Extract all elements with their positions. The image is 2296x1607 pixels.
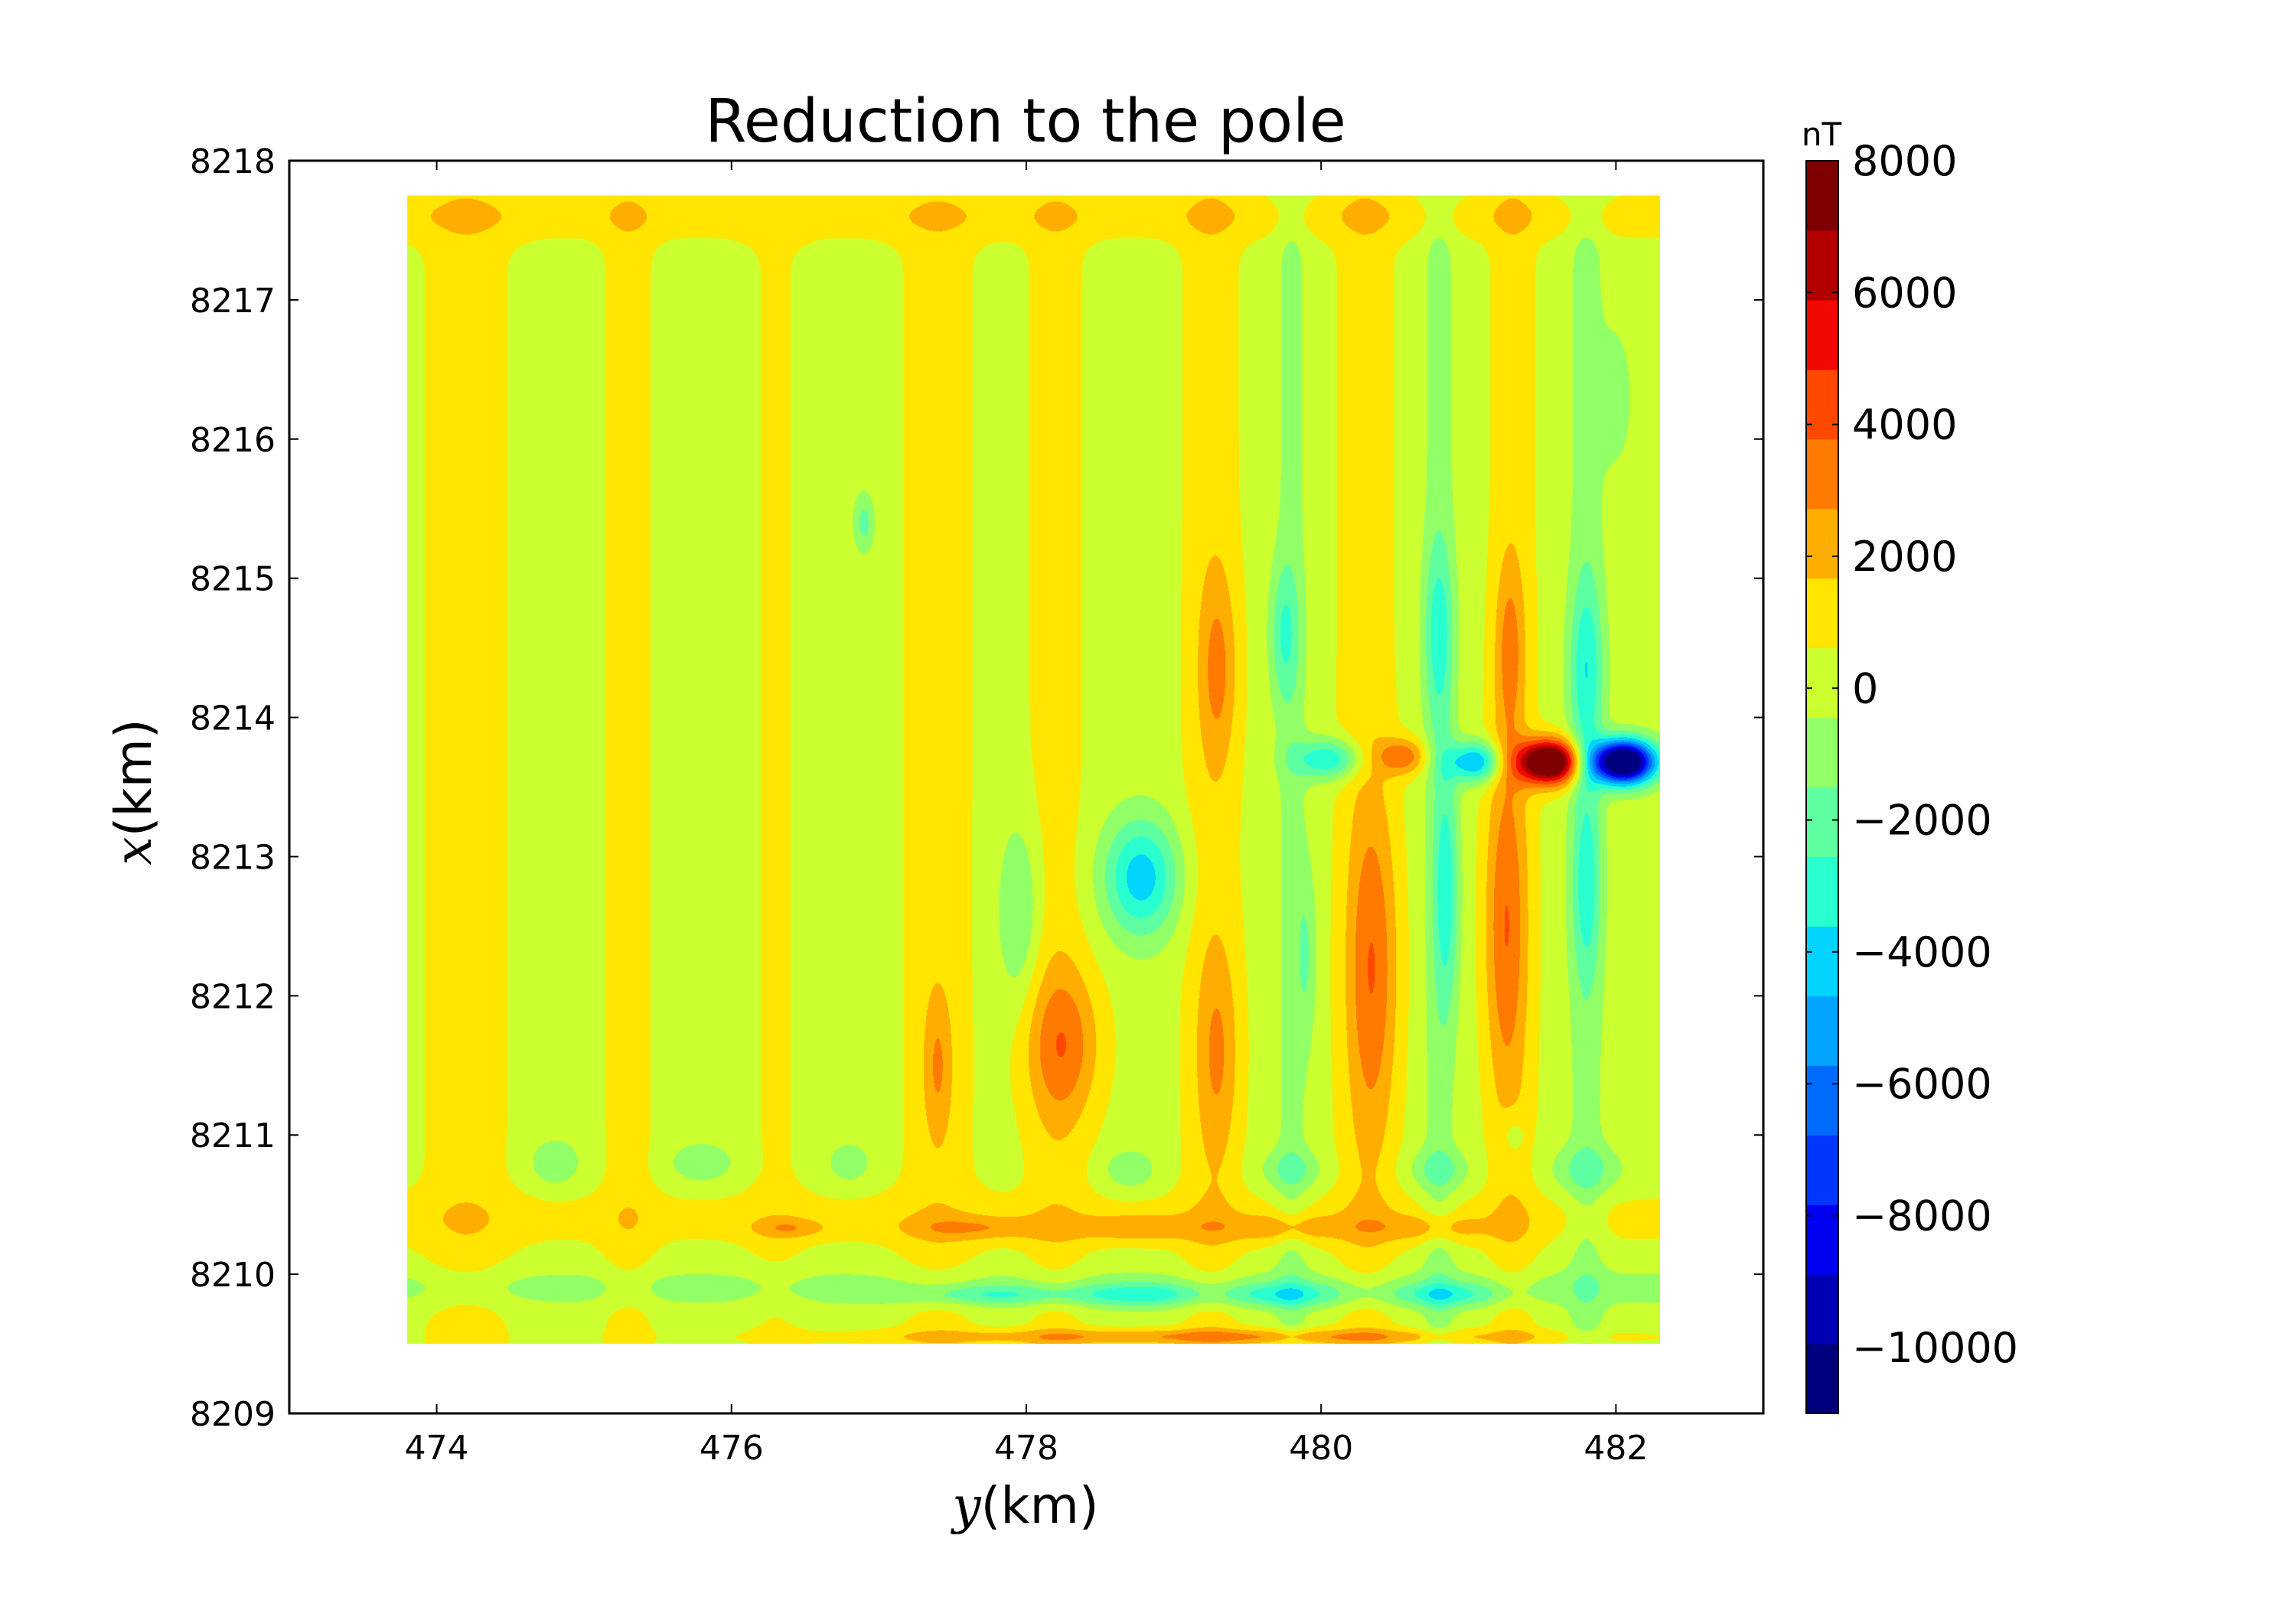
colorbar-tick-label: 6000 <box>1852 269 1957 317</box>
x-tick-label: 478 <box>994 1429 1058 1468</box>
y-tick-label: 8216 <box>190 421 276 460</box>
contour-field <box>407 195 1661 1345</box>
y-tick-label: 8209 <box>190 1395 276 1434</box>
x-tick-label: 474 <box>405 1429 469 1468</box>
colorbar-segment <box>1806 926 1838 996</box>
chart-title: Reduction to the pole <box>705 87 1346 156</box>
x-axis-variable: y <box>950 1476 981 1535</box>
x-axis: 474 476 478 480 482 <box>405 161 1648 1468</box>
colorbar-segment <box>1806 647 1838 719</box>
colorbar-segment <box>1806 996 1838 1066</box>
colorbar-segment <box>1806 369 1838 440</box>
colorbar-segment <box>1806 1274 1838 1345</box>
colorbar-tick-label: 0 <box>1852 664 1878 712</box>
y-tick-label: 8211 <box>190 1116 276 1156</box>
colorbar-segment <box>1806 578 1838 649</box>
colorbar: 8000 6000 4000 2000 0 −2000 −4000 −6000 −8000 −10… <box>1805 137 2018 1414</box>
colorbar-segment <box>1806 856 1838 927</box>
colorbar-unit: nT <box>1802 116 1842 153</box>
y-axis-unit: (km) <box>104 719 163 836</box>
colorbar-segment <box>1806 1344 1838 1414</box>
colorbar-tick-label: 8000 <box>1852 137 1957 185</box>
y-tick-label: 8210 <box>190 1256 276 1295</box>
y-tick-label: 8217 <box>190 282 276 321</box>
y-tick-label: 8215 <box>190 560 276 599</box>
colorbar-tick-label: −2000 <box>1852 797 1992 845</box>
colorbar-tick-label: −6000 <box>1852 1060 1992 1108</box>
y-axis: 8209 8210 8211 8212 8213 8214 8215 8216 8217 8218 <box>190 142 1763 1434</box>
colorbar-segment <box>1806 299 1838 370</box>
colorbar-tick-label: −10000 <box>1852 1324 2018 1372</box>
colorbar-frame <box>1805 160 1839 1414</box>
x-tick-label: 480 <box>1289 1429 1353 1468</box>
x-axis-label: y(km) <box>950 1476 1098 1535</box>
x-axis-unit: (km) <box>981 1476 1099 1535</box>
colorbar-segment <box>1806 1065 1838 1136</box>
x-tick-label: 476 <box>700 1429 764 1468</box>
y-axis-variable: x <box>104 836 163 865</box>
colorbar-tick-label: 4000 <box>1852 401 1957 449</box>
colorbar-segment <box>1806 717 1838 788</box>
y-tick-label: 8214 <box>190 699 276 738</box>
colorbar-segment <box>1806 230 1838 301</box>
colorbar-segment <box>1806 161 1838 231</box>
colorbar-tick-label: −4000 <box>1852 928 1992 976</box>
colorbar-segment <box>1806 1135 1838 1205</box>
colorbar-segment <box>1806 508 1838 579</box>
y-axis-label: x(km) <box>104 719 163 865</box>
y-tick-label: 8212 <box>190 977 276 1016</box>
colorbar-segment <box>1806 787 1838 858</box>
y-tick-label: 8213 <box>190 838 276 877</box>
colorbar-tick-label: −8000 <box>1852 1192 1992 1240</box>
y-tick-label: 8218 <box>190 142 276 181</box>
plot-area <box>288 159 1765 1415</box>
colorbar-tick-label: 2000 <box>1852 533 1957 581</box>
colorbar-segment <box>1806 438 1838 510</box>
x-tick-label: 482 <box>1583 1429 1648 1468</box>
